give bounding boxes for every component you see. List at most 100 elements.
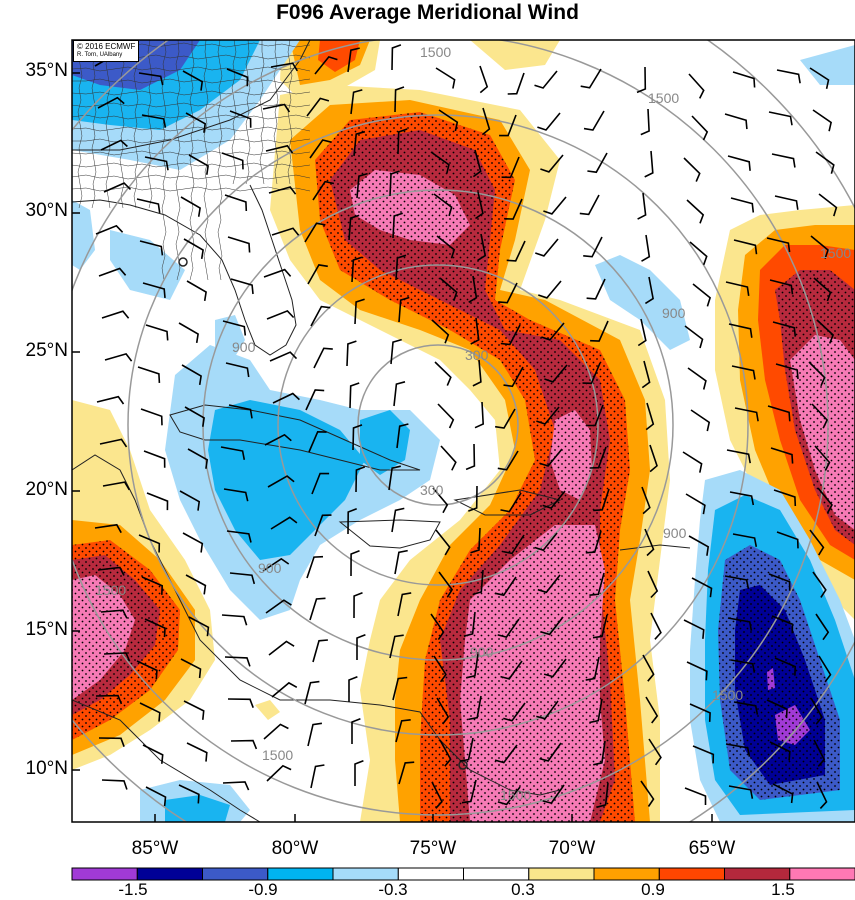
wind-barb xyxy=(100,609,128,619)
wind-barb xyxy=(589,446,607,469)
wind-barb xyxy=(732,71,756,88)
wind-barb xyxy=(186,280,207,302)
colorbar-label-0.9: 0.9 xyxy=(641,880,665,899)
wind-barb xyxy=(262,557,290,572)
wind-barb xyxy=(475,191,484,220)
wind-barb xyxy=(392,212,403,239)
wind-barb xyxy=(220,446,246,460)
wind-barb xyxy=(304,680,320,705)
colorbar-swatch xyxy=(267,867,334,881)
wind-barb xyxy=(727,617,753,631)
wind-barb xyxy=(390,338,402,365)
wind-barb xyxy=(314,514,332,537)
wind-barb xyxy=(101,310,130,319)
wind-barb xyxy=(431,319,450,344)
region-lightblue-west xyxy=(110,230,185,300)
wind-barb xyxy=(271,681,298,698)
wind-barb xyxy=(725,743,751,757)
wind-barb xyxy=(684,325,704,349)
wind-barb xyxy=(472,149,482,178)
county-line-v xyxy=(203,40,209,281)
wind-barb xyxy=(637,192,647,220)
colorbar-swatch xyxy=(332,867,399,881)
wind-barb xyxy=(542,784,565,805)
wind-barb xyxy=(188,154,209,175)
wind-barb xyxy=(500,492,522,513)
wind-barb xyxy=(439,277,458,302)
wind-barb xyxy=(433,193,453,217)
wind-barb xyxy=(468,485,478,512)
lat-label-25: 25°N xyxy=(25,340,68,361)
wind-barb xyxy=(645,696,659,724)
wind-barb xyxy=(309,597,326,621)
wind-barb xyxy=(140,408,163,426)
wind-barb xyxy=(728,785,754,799)
location-marker xyxy=(178,257,188,267)
wind-barb xyxy=(583,110,605,131)
wind-barb xyxy=(773,489,797,507)
county-line-v xyxy=(217,40,223,281)
wind-barb xyxy=(262,103,291,113)
wind-barb xyxy=(95,694,123,705)
stipple-red-central xyxy=(315,112,635,822)
wind-barb xyxy=(772,783,794,804)
ring-1200 xyxy=(127,114,749,736)
wind-barb xyxy=(585,656,600,681)
wind-barb xyxy=(99,438,128,448)
wind-barb xyxy=(351,256,363,283)
wind-barb xyxy=(543,196,567,215)
wind-barb xyxy=(468,695,482,721)
wind-barb xyxy=(356,172,368,199)
wind-barb xyxy=(139,240,164,256)
county-line-v xyxy=(147,40,153,209)
wind-barb xyxy=(644,150,654,178)
stipple-red-left xyxy=(72,540,180,740)
wind-barb xyxy=(225,362,250,378)
wind-barb xyxy=(691,577,713,598)
wind-barb xyxy=(435,67,456,89)
wind-barb xyxy=(769,279,794,295)
county-line-h xyxy=(72,114,311,120)
wind-barb xyxy=(389,634,404,659)
wind-barb xyxy=(355,466,366,493)
county-line-v xyxy=(231,40,237,185)
wind-barb xyxy=(307,722,323,747)
wind-barb xyxy=(689,241,708,266)
wind-barb xyxy=(463,611,476,637)
wind-barb xyxy=(229,572,256,585)
wind-barb xyxy=(637,318,647,347)
county-line-v xyxy=(161,40,167,281)
county-line-v xyxy=(119,40,125,209)
coastlines xyxy=(72,40,691,822)
wind-barb xyxy=(465,443,476,471)
range-ring-label: 1500 xyxy=(500,787,531,803)
axis-ticks xyxy=(72,72,713,822)
wind-barb xyxy=(101,779,128,790)
wind-barb xyxy=(772,321,797,337)
wind-barb xyxy=(437,403,455,429)
wind-barb xyxy=(395,719,411,743)
wind-barb xyxy=(728,323,753,338)
wind-barb xyxy=(226,530,252,543)
region-lightblue-east xyxy=(595,255,690,350)
wind-barb xyxy=(691,115,709,141)
wind-barb xyxy=(306,555,324,579)
wind-barb xyxy=(354,298,365,325)
wind-barb xyxy=(731,365,756,380)
wind-barb xyxy=(818,193,838,217)
range-ring-label: 900 xyxy=(232,339,256,355)
wind-barb xyxy=(224,656,251,667)
wind-barb xyxy=(185,574,207,595)
wind-barb xyxy=(268,186,297,195)
county-line-v xyxy=(259,40,265,185)
county-line-v xyxy=(77,40,83,209)
wind-barb xyxy=(644,528,655,557)
wind-barb xyxy=(263,268,292,278)
wind-barb xyxy=(589,698,603,724)
wind-barb xyxy=(813,739,826,767)
county-line-v xyxy=(105,40,111,209)
region-red-nw xyxy=(318,40,360,72)
wind-barb xyxy=(265,599,292,614)
wind-barb xyxy=(648,738,662,766)
